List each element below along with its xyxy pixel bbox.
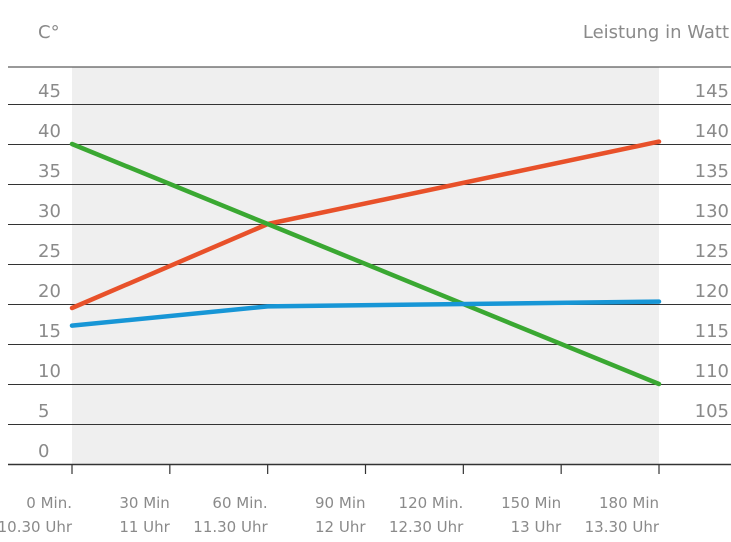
series-line-2 [69, 299, 662, 328]
right-axis-unit: Leistung in Watt [583, 22, 729, 43]
x-tick-label-clock: 13 Uhr [511, 518, 562, 536]
right-tick-label: 120 [695, 281, 729, 302]
right-tick-label: 145 [695, 81, 729, 102]
left-tick-label: 20 [38, 281, 61, 302]
left-tick-label: 10 [38, 361, 61, 382]
x-tick-label-time: 150 Min [501, 494, 561, 512]
left-tick-label: 35 [38, 161, 61, 182]
right-tick-label: 130 [695, 201, 729, 222]
gridlines [8, 66, 731, 466]
x-axis-ticks: 0 Min. 10.30 Uhr 30 Min 11 Uhr 60 Min. 11.30 … [0, 464, 660, 536]
right-axis-tick-labels: 105 110 115 120 125 130 135 140 145 [695, 81, 729, 422]
x-tick-label-clock: 12.30 Uhr [389, 518, 464, 536]
right-tick-label: 125 [695, 241, 729, 262]
x-tick-label-clock: 11.30 Uhr [193, 518, 268, 536]
x-tick-label-clock: 11 Uhr [119, 518, 170, 536]
left-tick-label: 5 [38, 401, 49, 422]
x-tick-label-time: 90 Min [315, 494, 365, 512]
left-tick-label: 30 [38, 201, 61, 222]
x-tick-label-time: 30 Min [119, 494, 169, 512]
left-axis-tick-labels: 0 5 10 15 20 25 30 35 40 45 [38, 81, 61, 462]
right-tick-label: 115 [695, 321, 729, 342]
x-tick-label-time: 180 Min [599, 494, 659, 512]
right-tick-label: 105 [695, 401, 729, 422]
left-tick-label: 40 [38, 121, 61, 142]
x-tick-label-time: 120 Min. [399, 494, 464, 512]
right-tick-label: 140 [695, 121, 729, 142]
x-tick-label-time: 60 Min. [212, 494, 267, 512]
x-tick-label-clock: 13.30 Uhr [585, 518, 660, 536]
x-tick-label-clock: 12 Uhr [315, 518, 366, 536]
x-tick-label-clock: 10.30 Uhr [0, 518, 73, 536]
x-tick-label-time: 0 Min. [26, 494, 72, 512]
left-tick-label: 45 [38, 81, 61, 102]
left-axis-unit: C° [38, 22, 60, 43]
right-tick-label: 135 [695, 161, 729, 182]
left-tick-label: 15 [38, 321, 61, 342]
right-tick-label: 110 [695, 361, 729, 382]
series-lines [69, 139, 662, 387]
left-tick-label: 0 [38, 441, 49, 462]
series-line-1 [69, 141, 662, 387]
left-tick-label: 25 [38, 241, 61, 262]
